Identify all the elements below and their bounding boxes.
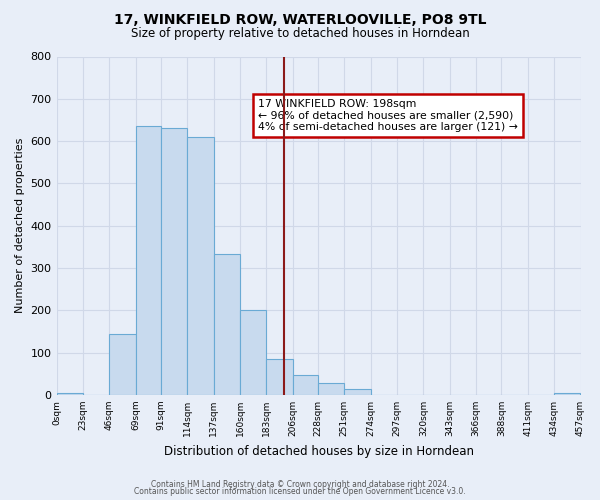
Bar — [214, 254, 240, 395]
Text: Contains public sector information licensed under the Open Government Licence v3: Contains public sector information licen… — [134, 488, 466, 496]
Text: Contains HM Land Registry data © Crown copyright and database right 2024.: Contains HM Land Registry data © Crown c… — [151, 480, 449, 489]
Text: Size of property relative to detached houses in Horndean: Size of property relative to detached ho… — [131, 28, 469, 40]
Bar — [136, 126, 161, 395]
Bar — [554, 393, 580, 395]
Bar — [266, 360, 293, 395]
Text: 17, WINKFIELD ROW, WATERLOOVILLE, PO8 9TL: 17, WINKFIELD ROW, WATERLOOVILLE, PO8 9T… — [114, 12, 486, 26]
Bar — [56, 393, 83, 395]
X-axis label: Distribution of detached houses by size in Horndean: Distribution of detached houses by size … — [164, 444, 473, 458]
Bar — [240, 310, 266, 395]
Bar — [293, 375, 318, 395]
Text: 17 WINKFIELD ROW: 198sqm
← 96% of detached houses are smaller (2,590)
4% of semi: 17 WINKFIELD ROW: 198sqm ← 96% of detach… — [258, 99, 518, 132]
Bar — [187, 138, 214, 395]
Bar — [109, 334, 136, 395]
Bar — [161, 128, 187, 395]
Y-axis label: Number of detached properties: Number of detached properties — [15, 138, 25, 314]
Bar — [344, 390, 371, 395]
Bar — [318, 383, 344, 395]
